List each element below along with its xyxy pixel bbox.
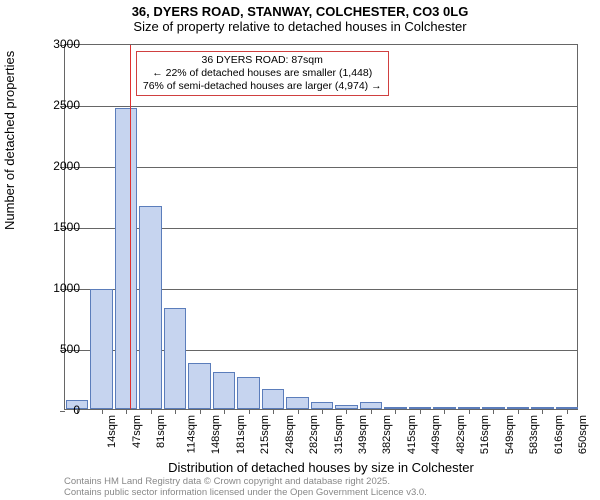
- xtick-label: 148sqm: [210, 415, 222, 454]
- attribution-footer: Contains HM Land Registry data © Crown c…: [64, 477, 427, 498]
- xtick-label: 583sqm: [528, 415, 540, 454]
- property-marker-line: [130, 45, 131, 409]
- chart-title-main: 36, DYERS ROAD, STANWAY, COLCHESTER, CO3…: [0, 4, 600, 19]
- chart-title-sub: Size of property relative to detached ho…: [0, 19, 600, 34]
- xtick-label: 415sqm: [406, 415, 418, 454]
- xtick-label: 549sqm: [504, 415, 516, 454]
- ytick-label: 0: [40, 403, 80, 417]
- xtick-mark: [567, 409, 568, 414]
- xtick-mark: [322, 409, 323, 414]
- xtick-label: 315sqm: [333, 415, 345, 454]
- xtick-mark: [518, 409, 519, 414]
- xtick-mark: [151, 409, 152, 414]
- bar: [115, 108, 138, 409]
- ytick-label: 2000: [40, 159, 80, 173]
- xtick-label: 349sqm: [357, 415, 369, 454]
- gridline: [65, 106, 577, 107]
- ytick-label: 3000: [40, 37, 80, 51]
- xtick-mark: [420, 409, 421, 414]
- xtick-mark: [224, 409, 225, 414]
- footer-line2: Contains public sector information licen…: [64, 488, 427, 498]
- ytick-label: 500: [40, 342, 80, 356]
- bar: [360, 402, 383, 409]
- info-line2: ← 22% of detached houses are smaller (1,…: [143, 67, 382, 80]
- bar: [311, 402, 334, 409]
- xtick-mark: [395, 409, 396, 414]
- gridline: [65, 167, 577, 168]
- xtick-label: 81sqm: [155, 415, 167, 448]
- bar: [213, 372, 236, 409]
- xtick-label: 382sqm: [382, 415, 394, 454]
- xtick-mark: [298, 409, 299, 414]
- xtick-mark: [102, 409, 103, 414]
- xtick-mark: [371, 409, 372, 414]
- ytick-label: 2500: [40, 98, 80, 112]
- y-axis-label: Number of detached properties: [2, 51, 17, 230]
- xtick-mark: [200, 409, 201, 414]
- bar: [262, 389, 285, 409]
- bar: [188, 363, 211, 409]
- xtick-label: 516sqm: [480, 415, 492, 454]
- bar: [164, 308, 187, 409]
- xtick-label: 47sqm: [131, 415, 143, 448]
- xtick-mark: [444, 409, 445, 414]
- x-axis-label: Distribution of detached houses by size …: [64, 460, 578, 475]
- xtick-label: 248sqm: [284, 415, 296, 454]
- bar: [286, 397, 309, 409]
- xtick-mark: [273, 409, 274, 414]
- property-info-box: 36 DYERS ROAD: 87sqm← 22% of detached ho…: [136, 51, 389, 96]
- info-line3: 76% of semi-detached houses are larger (…: [143, 80, 382, 93]
- xtick-mark: [469, 409, 470, 414]
- xtick-mark: [493, 409, 494, 414]
- ytick-label: 1500: [40, 220, 80, 234]
- xtick-label: 616sqm: [553, 415, 565, 454]
- xtick-mark: [542, 409, 543, 414]
- xtick-label: 114sqm: [185, 415, 197, 453]
- xtick-label: 282sqm: [308, 415, 320, 454]
- xtick-label: 482sqm: [455, 415, 467, 454]
- xtick-mark: [346, 409, 347, 414]
- bar: [237, 377, 260, 409]
- xtick-label: 449sqm: [431, 415, 443, 454]
- xtick-mark: [175, 409, 176, 414]
- chart-plot-area: 14sqm47sqm81sqm114sqm148sqm181sqm215sqm2…: [64, 44, 578, 410]
- info-line1: 36 DYERS ROAD: 87sqm: [143, 54, 382, 67]
- xtick-mark: [249, 409, 250, 414]
- bar: [90, 289, 113, 409]
- footer-line1: Contains HM Land Registry data © Crown c…: [64, 477, 427, 487]
- ytick-label: 1000: [40, 281, 80, 295]
- bar: [139, 206, 162, 409]
- xtick-mark: [126, 409, 127, 414]
- xtick-label: 215sqm: [259, 415, 271, 454]
- xtick-label: 181sqm: [235, 415, 247, 454]
- xtick-label: 14sqm: [106, 415, 118, 448]
- xtick-label: 650sqm: [577, 415, 589, 454]
